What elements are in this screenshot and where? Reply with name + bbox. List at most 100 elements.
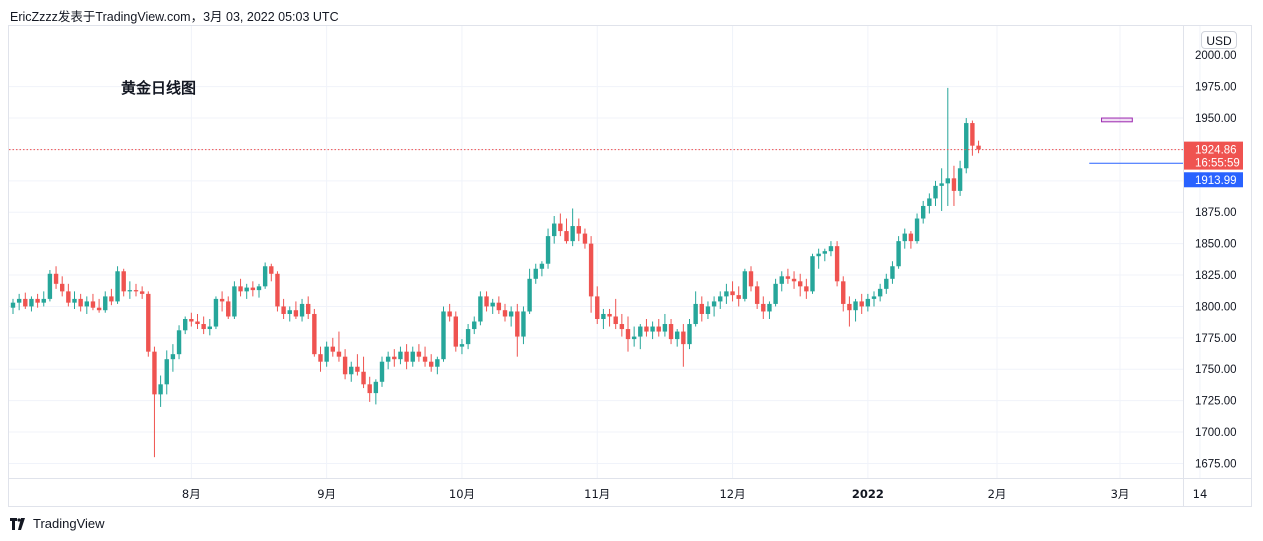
candle xyxy=(250,281,256,297)
candle xyxy=(404,344,409,370)
brand-text[interactable]: TradingView xyxy=(33,516,105,531)
candle-body xyxy=(373,381,379,394)
candle xyxy=(133,283,139,297)
candle-body xyxy=(527,278,532,312)
candle-body xyxy=(435,359,440,367)
candle xyxy=(287,306,292,322)
candle-body xyxy=(896,241,901,267)
candle xyxy=(336,331,342,362)
candle xyxy=(865,293,871,312)
candle xyxy=(152,346,157,458)
candle xyxy=(711,296,717,317)
candle xyxy=(631,326,637,347)
y-tick-label: 2000.00 xyxy=(1195,50,1237,62)
candle-body xyxy=(588,243,594,297)
candle xyxy=(558,213,563,237)
candle-body xyxy=(275,273,280,307)
candle-body xyxy=(238,286,243,292)
candle xyxy=(262,262,268,289)
candle-body xyxy=(60,283,65,292)
candle xyxy=(724,283,729,304)
candle xyxy=(207,319,212,336)
horizontal-level-label: 1913.99 xyxy=(1195,175,1237,187)
candle-body xyxy=(834,246,840,282)
currency-button[interactable]: USD xyxy=(1201,31,1237,49)
candle xyxy=(816,248,821,269)
grid-lines xyxy=(9,26,1201,478)
candle-body xyxy=(877,288,883,297)
candle-body xyxy=(410,351,415,362)
candle-body xyxy=(164,359,169,385)
candle-body xyxy=(453,316,458,347)
candle xyxy=(533,263,538,284)
candle-body xyxy=(146,293,151,352)
candle-body xyxy=(625,329,631,340)
candle xyxy=(884,273,889,294)
candle-body xyxy=(668,324,674,340)
candle-body xyxy=(595,296,600,319)
candle-body xyxy=(754,286,760,304)
x-tick-label: 2022 xyxy=(852,487,884,501)
candle-body xyxy=(828,246,834,252)
candle xyxy=(705,301,711,319)
rectangle-annotation xyxy=(1101,117,1133,123)
candle-body xyxy=(767,303,772,312)
candle-body xyxy=(447,311,452,317)
candle xyxy=(429,354,434,372)
candle xyxy=(588,236,594,313)
candle-body xyxy=(342,356,348,375)
candle-body xyxy=(422,356,428,362)
candle xyxy=(668,319,674,345)
candle-body xyxy=(810,256,815,292)
candle-body xyxy=(638,326,643,337)
candle-body xyxy=(841,281,846,304)
y-tick-label: 1825.00 xyxy=(1195,270,1237,282)
candle-body xyxy=(582,233,588,244)
candle xyxy=(324,341,329,367)
candle xyxy=(379,356,385,387)
candle-body xyxy=(964,123,969,169)
candle-body xyxy=(724,291,729,297)
candle xyxy=(810,253,815,294)
candle xyxy=(269,263,274,282)
candle-body xyxy=(890,266,895,279)
candle xyxy=(638,324,643,350)
candle xyxy=(29,296,34,312)
x-tick-label: 2月 xyxy=(988,487,1007,501)
tradingview-logo-icon xyxy=(10,517,25,530)
candle-body xyxy=(884,278,889,289)
y-tick-label: 1700.00 xyxy=(1195,427,1237,439)
candle xyxy=(195,313,200,330)
candle xyxy=(342,349,348,380)
candle-body xyxy=(484,296,489,307)
candle xyxy=(791,271,797,289)
candle xyxy=(23,292,28,309)
candle xyxy=(78,293,83,312)
candle xyxy=(521,306,526,345)
chart-frame[interactable] xyxy=(8,25,1252,507)
candle-body xyxy=(306,303,311,314)
candle-body xyxy=(976,145,981,150)
candle xyxy=(244,283,249,299)
candle-body xyxy=(662,324,668,332)
countdown-label: 16:55:59 xyxy=(1195,158,1240,170)
candle-body xyxy=(644,326,649,332)
candle-body xyxy=(355,366,360,372)
candle xyxy=(139,286,145,299)
candle-body xyxy=(312,313,317,355)
candle xyxy=(761,296,766,319)
candle xyxy=(798,273,803,297)
y-tick-label: 1675.00 xyxy=(1195,458,1237,470)
candle-body xyxy=(127,290,133,292)
candle-body xyxy=(367,384,372,394)
candle xyxy=(767,301,772,319)
candle xyxy=(484,291,489,312)
candle-body xyxy=(847,303,852,311)
candle xyxy=(828,241,834,257)
candle-body xyxy=(552,223,557,237)
candle-body xyxy=(718,296,723,302)
candle-body xyxy=(681,331,686,345)
candle xyxy=(226,296,231,319)
candle xyxy=(675,329,680,347)
